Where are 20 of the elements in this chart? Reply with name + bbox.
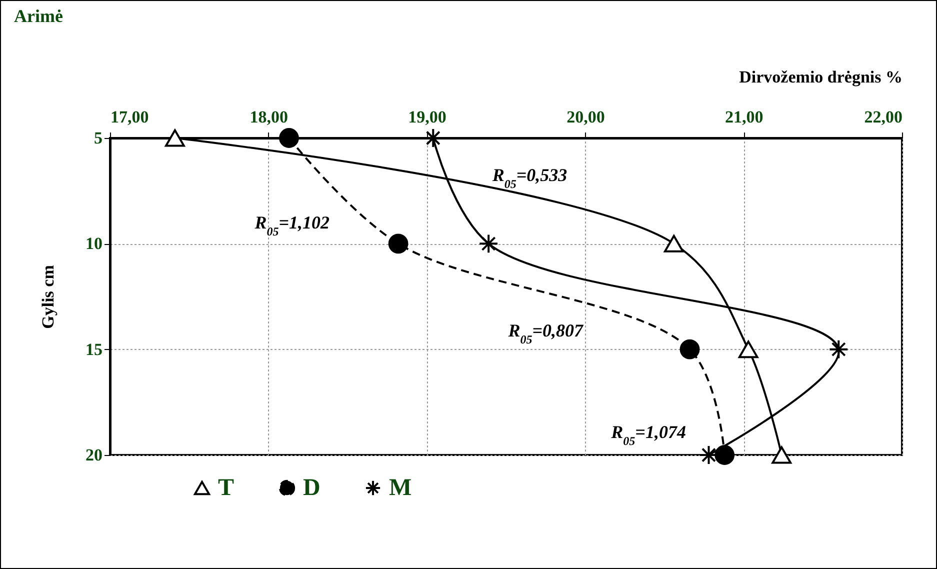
y-tick-label: 15 [86,340,102,359]
y-tick-label: 5 [94,128,102,148]
legend-label: T [218,475,234,501]
y-tick-label: 10 [86,234,102,254]
annotation: R$_{05}$=1,102 [254,212,330,239]
x-tick-label: 19,00 [408,108,446,126]
annotation: R$_{05}$=1,074 [610,422,686,448]
legend-label: D [303,475,320,501]
chart-title: Arimė [14,6,63,26]
y-tick-label: 20 [86,446,102,464]
x-tick-label: 20,00 [566,108,605,126]
y-axis-title: Gylis cm [38,265,58,329]
annotation: R$_{05}$=0,533 [491,165,568,192]
legend-label: M [389,475,412,501]
x-tick-label: 21,00 [724,108,764,126]
x-axis-title: Dirvožemio drėgnis % [739,68,902,86]
annotation: R$_{05}$=0,807 [507,320,584,346]
x-tick-label: 18,00 [250,108,288,126]
x-tick-label: 17,00 [110,108,149,126]
x-tick-label: 22,00 [864,108,902,126]
